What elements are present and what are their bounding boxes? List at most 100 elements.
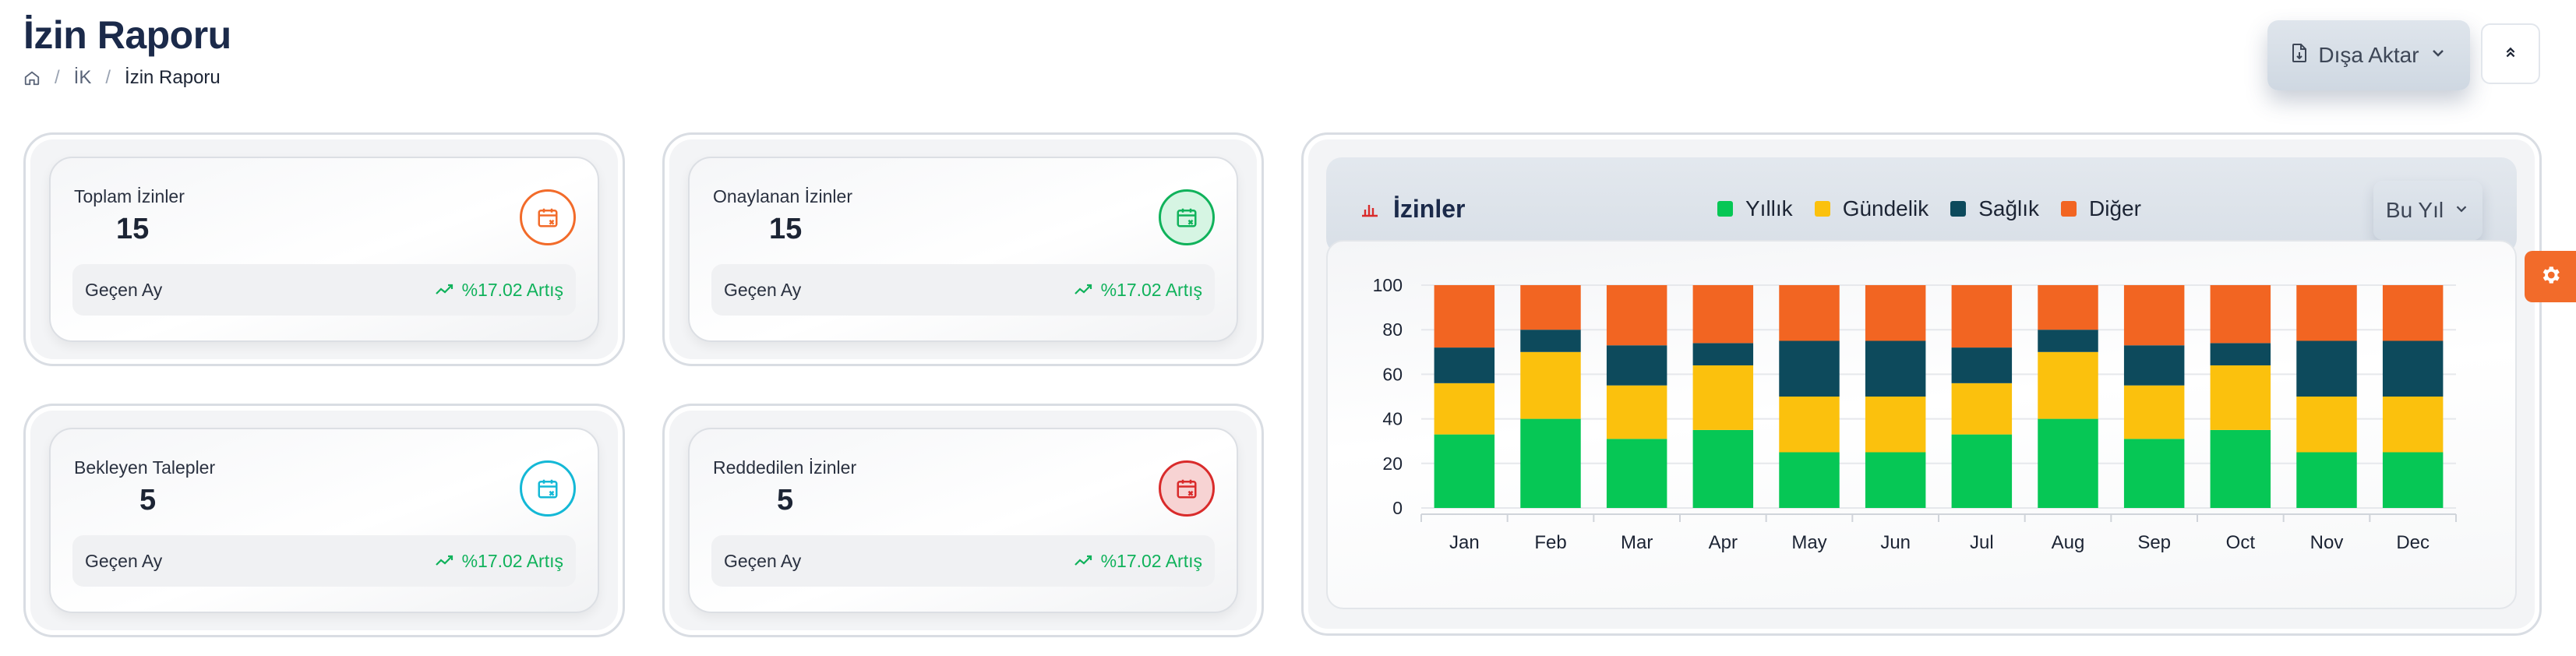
y-tick-label: 60: [1382, 364, 1403, 384]
trend-up-icon: [1074, 280, 1093, 301]
breadcrumb-item-current: İzin Raporu: [125, 67, 221, 88]
stat-footer: Geçen Ay %17.02 Artış: [711, 535, 1215, 587]
bar-segment: [2210, 429, 2271, 508]
x-tick-label: Nov: [2310, 532, 2344, 553]
legend-label: Yıllık: [1745, 196, 1793, 220]
bar-segment: [1692, 343, 1754, 365]
stat-period: Geçen Ay: [724, 550, 802, 571]
gear-icon: [2539, 263, 2562, 291]
bar-segment: [1520, 330, 1581, 352]
trend-up-icon: [1074, 551, 1093, 572]
stat-trend: %17.02 Artış: [1074, 550, 1202, 572]
trend-up-icon: [435, 280, 454, 301]
bar-segment: [1520, 418, 1581, 508]
bar-segment: [2210, 285, 2271, 344]
x-tick-label: May: [1791, 532, 1826, 553]
bar-segment: [2296, 452, 2357, 508]
y-tick-label: 0: [1392, 498, 1403, 518]
bar-segment: [2038, 285, 2098, 330]
x-tick-label: Apr: [1709, 532, 1738, 553]
legend-swatch: [1814, 201, 1830, 217]
legend-swatch: [1717, 201, 1733, 217]
stat-label: Toplam İzinler: [74, 186, 185, 206]
stacked-bar-chart: 0 20 40 60 80 100 Jan Feb Mar Apr May Jun Jul Aug Sep O…: [1373, 275, 2457, 553]
legend-item[interactable]: Diğer: [2061, 196, 2141, 221]
page-title: İzin Raporu: [23, 13, 231, 57]
legend-item[interactable]: Sağlık: [1950, 196, 2039, 221]
trend-up-icon: [435, 551, 454, 572]
x-tick-label: Oct: [2226, 532, 2256, 553]
stat-card: Toplam İzinler 15 Geçen Ay %17.02 Artış: [23, 132, 625, 366]
bar-segment: [1779, 340, 1840, 397]
x-tick-label: Jul: [1970, 532, 1994, 553]
stat-trend-text: %17.02 Artış: [1100, 550, 1202, 571]
bar-segment: [1779, 452, 1840, 508]
export-label: Dışa Aktar: [2318, 43, 2419, 67]
stat-card: Bekleyen Talepler 5 Geçen Ay %17.02 Artı…: [23, 404, 625, 637]
y-tick-label: 40: [1382, 409, 1403, 429]
collapse-button[interactable]: [2481, 23, 2540, 84]
bar-segment: [2210, 365, 2271, 430]
bar-segment: [2382, 397, 2444, 453]
calendar-x-icon: [520, 460, 576, 517]
home-icon[interactable]: [23, 69, 41, 86]
bar-segment: [1434, 383, 1495, 435]
bar-segment: [1951, 383, 2013, 435]
stat-footer: Geçen Ay %17.02 Artış: [72, 535, 576, 587]
chart-title-text: İzinler: [1393, 195, 1466, 223]
bar-segment: [1779, 397, 1840, 453]
stat-period: Geçen Ay: [724, 279, 802, 300]
bar-segment: [1606, 439, 1667, 508]
stat-value: 5: [777, 484, 794, 517]
bar-segment: [1865, 397, 1926, 453]
stat-trend-text: %17.02 Artış: [461, 279, 563, 300]
stat-value: 15: [116, 213, 150, 245]
bar-segment: [1865, 285, 1926, 341]
file-export-icon: [2290, 43, 2309, 69]
bar-segment: [1520, 285, 1581, 330]
period-select[interactable]: Bu Yıl: [2373, 181, 2482, 240]
bar-segment: [1434, 434, 1495, 508]
bar-segment: [2382, 452, 2444, 508]
bar-segment: [1779, 285, 1840, 341]
stat-label: Bekleyen Talepler: [74, 457, 216, 478]
bar-segment: [1951, 347, 2013, 383]
stat-card: Reddedilen İzinler 5 Geçen Ay %17.02 Art…: [662, 404, 1264, 637]
y-tick-label: 80: [1382, 319, 1403, 340]
legend-label: Diğer: [2089, 196, 2141, 220]
stat-footer: Geçen Ay %17.02 Artış: [711, 264, 1215, 316]
legend-item[interactable]: Yıllık: [1717, 196, 1793, 221]
chevrons-up-icon: [2502, 44, 2519, 65]
x-tick-label: Jan: [1449, 532, 1480, 553]
stat-trend-text: %17.02 Artış: [461, 550, 563, 571]
bar-segment: [2296, 285, 2357, 341]
stat-trend: %17.02 Artış: [1074, 279, 1202, 301]
bar-segment: [1951, 434, 2013, 508]
bar-segment: [1692, 429, 1754, 508]
bar-segment: [1692, 285, 1754, 344]
breadcrumb-separator: /: [105, 67, 111, 88]
bar-segment: [2123, 345, 2185, 386]
legend-label: Gündelik: [1842, 196, 1929, 220]
chart-header: [1326, 157, 2517, 254]
calendar-x-icon: [1159, 189, 1215, 245]
bar-segment: [1692, 365, 1754, 430]
export-button[interactable]: Dışa Aktar: [2267, 20, 2470, 90]
stat-trend: %17.02 Artış: [435, 279, 563, 301]
legend-swatch: [1950, 201, 1967, 217]
stat-trend-text: %17.02 Artış: [1100, 279, 1202, 300]
stat-period: Geçen Ay: [85, 550, 163, 571]
x-tick-label: Aug: [2052, 532, 2085, 553]
y-tick-label: 20: [1382, 453, 1403, 474]
stat-period: Geçen Ay: [85, 279, 163, 300]
stat-label: Onaylanan İzinler: [713, 186, 852, 206]
bar-segment: [2123, 439, 2185, 508]
breadcrumb-item-ik[interactable]: İK: [73, 67, 92, 88]
bar-segment: [2123, 285, 2185, 346]
bar-segment: [1434, 347, 1495, 383]
legend-label: Sağlık: [1978, 196, 2040, 220]
stat-trend: %17.02 Artış: [435, 550, 563, 572]
stat-value: 15: [769, 213, 803, 245]
settings-button[interactable]: [2525, 251, 2576, 302]
legend-item[interactable]: Gündelik: [1814, 196, 1929, 221]
